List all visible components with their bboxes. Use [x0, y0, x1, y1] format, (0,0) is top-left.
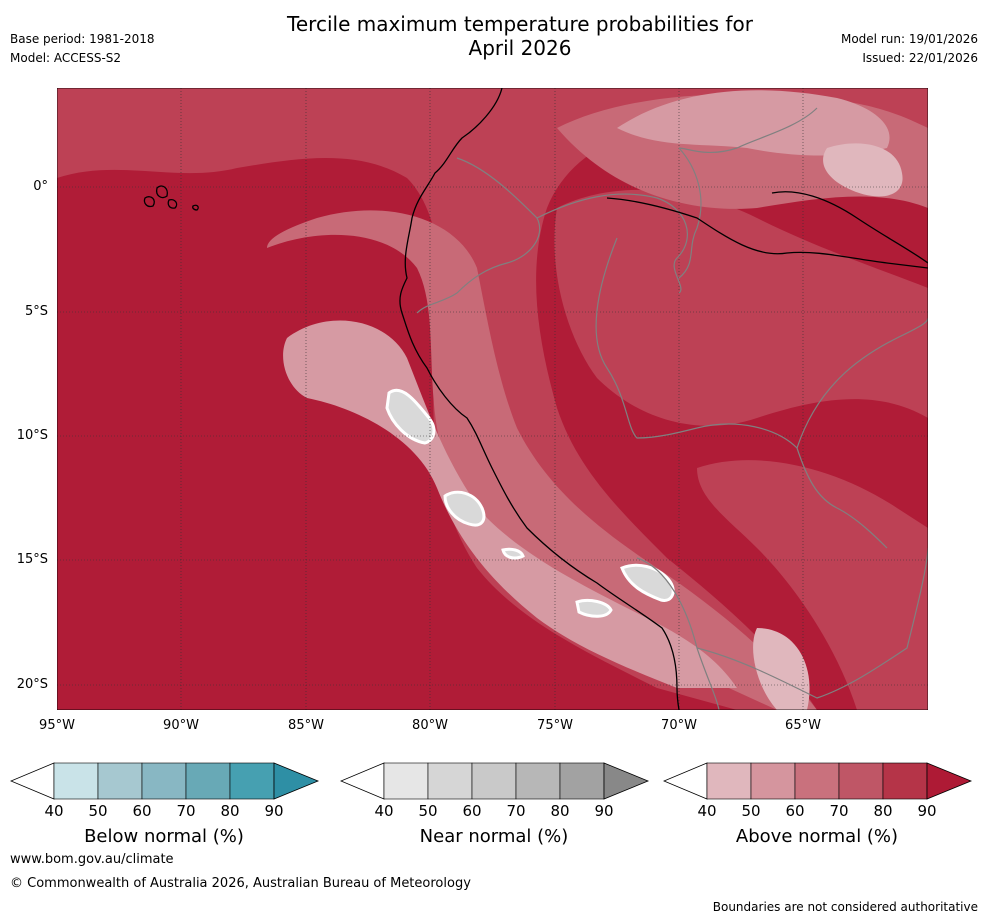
model-name: Model: ACCESS-S2 — [10, 51, 122, 65]
map-title: Tercile maximum temperature probabilitie… — [200, 12, 840, 60]
colorbar-tick-label: 50 — [88, 802, 108, 820]
colorbar-min-tip — [10, 762, 55, 800]
colorbar-segment — [185, 762, 231, 800]
colorbar-tick-label: 40 — [697, 802, 717, 820]
lat-tick-15s: 15°S — [16, 552, 48, 567]
near-normal-patch-1 — [385, 389, 436, 445]
graticule — [57, 88, 928, 710]
colorbar-segment — [471, 762, 517, 800]
colorbar-tick-label: 60 — [132, 802, 152, 820]
lat-tick-5s: 5°S — [24, 304, 48, 319]
colorbar-3 — [663, 762, 973, 800]
model-run-date: Model run: 19/01/2026 — [840, 32, 978, 46]
colorbar-tick-label: 90 — [917, 802, 937, 820]
lon-tick-95w: 95°W — [39, 718, 75, 733]
band-70-80-interior — [554, 189, 928, 426]
colorbar-max-tip — [926, 762, 973, 800]
colorbar-tick-label: 60 — [785, 802, 805, 820]
colorbar-segment — [515, 762, 561, 800]
colorbar-tick-label: 80 — [550, 802, 570, 820]
lat-tick-10s: 10°S — [16, 428, 48, 443]
colorbar-max-tip — [273, 762, 320, 800]
patch-40-50-ne — [823, 143, 903, 197]
colorbar-tick-label: 70 — [829, 802, 849, 820]
band-70-80-south — [697, 460, 928, 710]
colorbar-segment — [53, 762, 99, 800]
colorbar-tick-label: 40 — [374, 802, 394, 820]
colorbar-segment — [97, 762, 143, 800]
colorbar-tick-label: 70 — [506, 802, 526, 820]
near-normal-patch-5 — [501, 547, 525, 560]
near-normal-patch-4 — [575, 598, 613, 618]
copyright-notice: © Commonwealth of Australia 2026, Austra… — [10, 876, 471, 891]
colorbar-tick-label: 50 — [741, 802, 761, 820]
colorbar-max-tip — [603, 762, 650, 800]
band-50-60-north — [617, 90, 890, 156]
colorbar-segment — [427, 762, 473, 800]
coastlines — [143, 88, 928, 710]
colorbar-tick-label: 70 — [176, 802, 196, 820]
colorbar-segment — [882, 762, 928, 800]
lat-tick-20s: 20°S — [16, 677, 48, 692]
near-normal-patch-2 — [443, 490, 486, 527]
colorbar-title: Below normal (%) — [84, 826, 244, 847]
probability-map — [57, 88, 928, 710]
colorbar-tick-label: 80 — [873, 802, 893, 820]
colorbar-segment — [141, 762, 187, 800]
colorbar-segment — [750, 762, 796, 800]
boundary-disclaimer: Boundaries are not considered authoritat… — [712, 900, 978, 914]
issued-date: Issued: 22/01/2026 — [862, 51, 978, 65]
band-60-70 — [267, 210, 817, 710]
lon-tick-65w: 65°W — [785, 718, 821, 733]
title-line-2: April 2026 — [468, 36, 572, 60]
colorbar-segment — [706, 762, 752, 800]
colorbar-min-tip — [340, 762, 385, 800]
website-url: www.bom.gov.au/climate — [10, 852, 174, 867]
colorbar-tick-label: 90 — [264, 802, 284, 820]
colorbar-tick-label: 80 — [220, 802, 240, 820]
title-line-1: Tercile maximum temperature probabilitie… — [287, 12, 753, 36]
colorbar-tick-label: 50 — [418, 802, 438, 820]
colorbar-segment — [559, 762, 605, 800]
colorbar-segment — [794, 762, 840, 800]
colorbar-segment — [838, 762, 884, 800]
base-period: Base period: 1981-2018 — [10, 32, 155, 46]
near-normal-patch-3 — [620, 563, 675, 602]
colorbar-min-tip — [663, 762, 708, 800]
colorbar-1 — [10, 762, 320, 800]
country-boundaries — [416, 107, 928, 710]
colorbar-segment — [229, 762, 275, 800]
patch-40-50-south — [753, 628, 810, 710]
colorbar-tick-label: 40 — [44, 802, 64, 820]
colorbar-2 — [340, 762, 650, 800]
colorbar-tick-label: 60 — [462, 802, 482, 820]
lon-tick-75w: 75°W — [537, 718, 573, 733]
colorbar-title: Near normal (%) — [419, 826, 569, 847]
lon-tick-80w: 80°W — [412, 718, 448, 733]
colorbar-title: Above normal (%) — [735, 826, 899, 847]
lon-tick-90w: 90°W — [163, 718, 199, 733]
colorbar-segment — [383, 762, 429, 800]
lat-tick-0: 0° — [33, 179, 48, 194]
colorbar-tick-label: 90 — [594, 802, 614, 820]
lon-tick-85w: 85°W — [288, 718, 324, 733]
lon-tick-70w: 70°W — [661, 718, 697, 733]
